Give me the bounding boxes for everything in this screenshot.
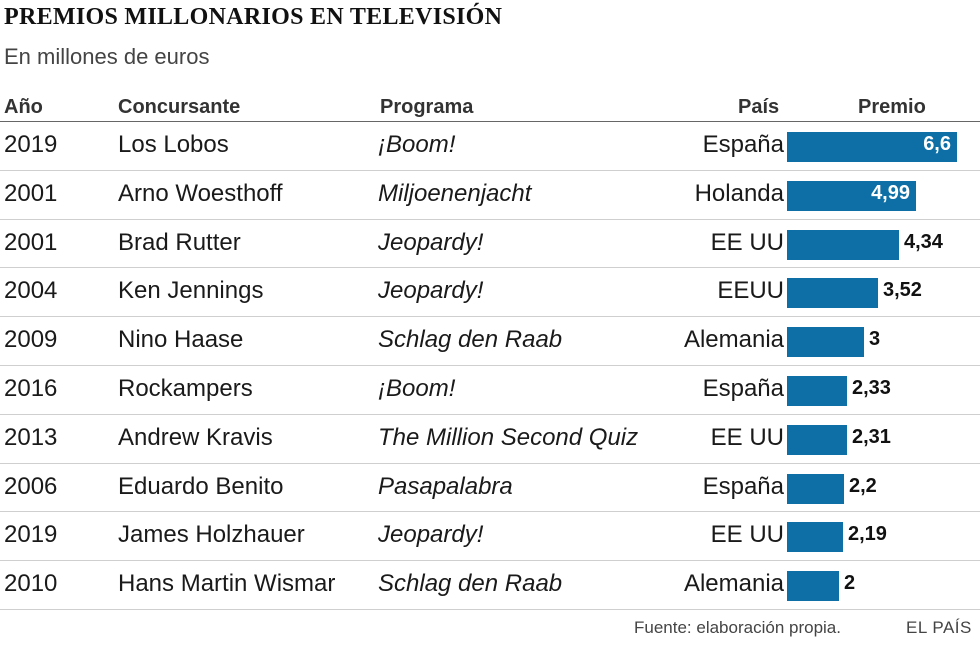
cell-year: 2001	[4, 228, 58, 256]
column-header-year: Año	[4, 96, 43, 118]
cell-program: ¡Boom!	[378, 131, 456, 158]
table-row: 2006 Eduardo Benito Pasapalabra España 2,2	[0, 464, 980, 513]
chart-subtitle: En millones de euros	[4, 44, 210, 69]
cell-contestant: Hans Martin Wismar	[118, 570, 336, 598]
table-row: 2004 Ken Jennings Jeopardy! EEUU 3,52	[0, 268, 980, 318]
cell-program: The Million Second Quiz	[378, 423, 639, 451]
brand-label: EL PAÍS	[906, 618, 972, 637]
source-note: Fuente: elaboración propia.	[634, 618, 841, 637]
table-row: 2019 James Holzhauer Jeopardy! EE UU 2,19	[0, 512, 980, 562]
cell-program: ¡Boom!	[378, 374, 456, 402]
cell-program: Jeopardy!	[378, 228, 484, 256]
cell-contestant: James Holzhauer	[118, 521, 305, 549]
prize-bar	[787, 522, 843, 553]
cell-year: 2004	[4, 277, 58, 305]
prize-value-label: 3	[869, 328, 881, 351]
cell-contestant: Los Lobos	[118, 131, 229, 158]
chart-title: PREMIOS MILLONARIOS EN TELEVISIÓN	[4, 4, 503, 30]
cell-contestant: Andrew Kravis	[118, 423, 273, 451]
prize-bar	[787, 473, 844, 504]
table-body: 2019 Los Lobos ¡Boom! España 6,6 2001 Arno Woe…	[0, 122, 980, 610]
prize-value-label: 4,99	[871, 181, 910, 204]
column-header-country: País	[738, 96, 780, 118]
cell-year: 2013	[4, 423, 58, 451]
cell-country: EE UU	[710, 423, 784, 451]
cell-country: España	[702, 131, 784, 158]
cell-year: 2009	[4, 326, 58, 354]
cell-program: Miljoenenjacht	[378, 179, 532, 207]
cell-program: Jeopardy!	[378, 521, 484, 549]
prize-value-label: 4,34	[904, 230, 943, 253]
cell-program: Jeopardy!	[378, 277, 484, 305]
prize-bar	[787, 571, 839, 602]
cell-country: EE UU	[710, 228, 784, 256]
cell-contestant: Nino Haase	[118, 326, 244, 354]
cell-contestant: Brad Rutter	[118, 228, 241, 256]
header-divider	[0, 121, 980, 122]
prize-bar	[787, 278, 878, 309]
table-row: 2001 Brad Rutter Jeopardy! EE UU 4,34	[0, 220, 980, 269]
cell-program: Schlag den Raab	[378, 326, 563, 354]
prize-value-label: 6,6	[923, 133, 951, 155]
cell-year: 2006	[4, 472, 58, 500]
prize-value-label: 2	[844, 572, 856, 595]
table-row: 2001 Arno Woesthoff Miljoenenjacht Holanda 4…	[0, 171, 980, 220]
column-header-contestant: Concursante	[118, 96, 241, 118]
cell-year: 2010	[4, 570, 58, 598]
prize-bar	[787, 424, 847, 455]
cell-country: España	[702, 374, 784, 402]
cell-country: Alemania	[683, 326, 784, 354]
cell-program: Schlag den Raab	[378, 570, 563, 598]
cell-contestant: Ken Jennings	[118, 277, 264, 305]
cell-contestant: Eduardo Benito	[118, 472, 284, 500]
table-row: 2010 Hans Martin Wismar Schlag den Raab Ale…	[0, 561, 980, 610]
prize-value-label: 2,33	[852, 376, 891, 399]
table-row: 2016 Rockampers ¡Boom! España 2,33	[0, 366, 980, 415]
cell-year: 2019	[4, 131, 58, 158]
prize-value-label: 2,2	[849, 474, 877, 497]
prize-bar	[787, 132, 957, 162]
cell-program: Pasapalabra	[378, 472, 513, 500]
cell-contestant: Rockampers	[118, 374, 253, 402]
cell-country: EE UU	[710, 521, 784, 549]
prize-bar	[787, 180, 916, 211]
cell-contestant: Arno Woesthoff	[118, 179, 283, 207]
prize-value-label: 2,31	[852, 425, 891, 448]
cell-year: 2016	[4, 374, 58, 402]
cell-year: 2001	[4, 179, 58, 207]
prize-value-label: 3,52	[883, 279, 922, 302]
prize-bar	[787, 375, 847, 406]
cell-country: EEUU	[717, 277, 784, 305]
prize-value-label: 2,19	[848, 523, 887, 546]
cell-year: 2019	[4, 521, 58, 549]
prize-bar	[787, 327, 864, 358]
column-header-program: Programa	[380, 96, 474, 118]
cell-country: Alemania	[683, 570, 784, 598]
cell-country: España	[702, 472, 784, 500]
table-row: 2013 Andrew Kravis The Million Second Quiz…	[0, 415, 980, 464]
table-header: Año Concursante Programa País Premio	[0, 96, 980, 124]
column-header-prize: Premio	[858, 96, 926, 118]
cell-country: Holanda	[694, 179, 784, 207]
table-row: 2019 Los Lobos ¡Boom! España 6,6	[0, 122, 980, 171]
prize-bar	[787, 229, 899, 260]
table-row: 2009 Nino Haase Schlag den Raab Alemania 3	[0, 317, 980, 366]
